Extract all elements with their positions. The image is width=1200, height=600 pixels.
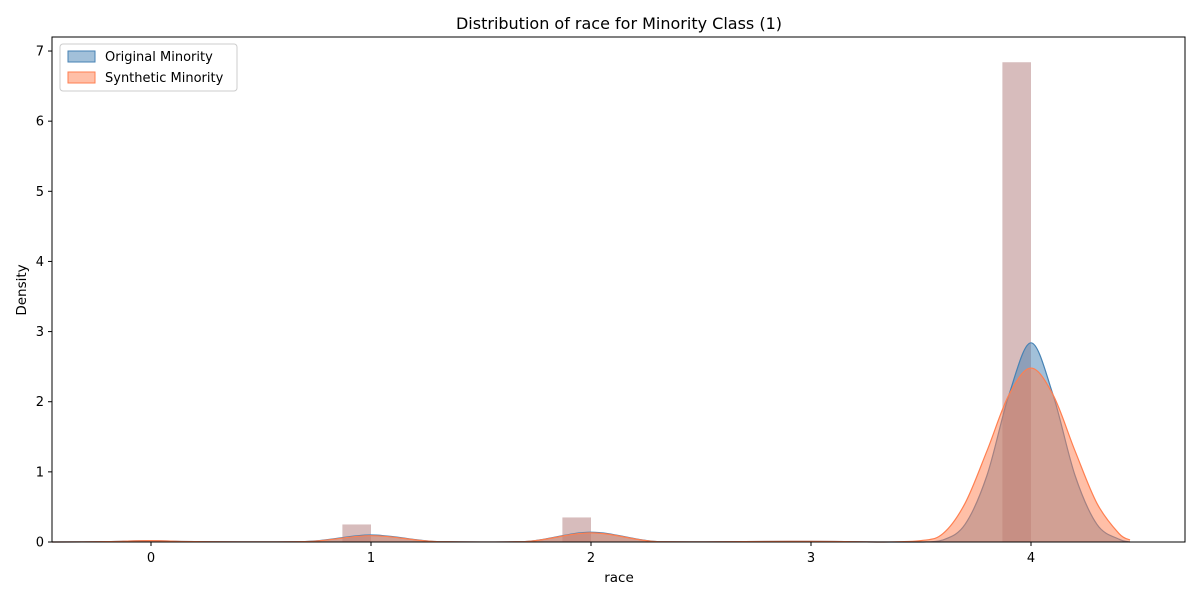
y-tick-label-2: 2 bbox=[36, 395, 44, 410]
y-tick-label-4: 4 bbox=[36, 255, 44, 270]
legend-label-1: Synthetic Minority bbox=[105, 71, 224, 86]
legend-swatch-0 bbox=[67, 50, 96, 63]
axes: 0 1 2 3 4 0 1 2 3 4 5 6 7 bbox=[36, 36, 1186, 566]
x-tick-label-3: 3 bbox=[807, 551, 815, 566]
y-tick-label-5: 5 bbox=[36, 185, 44, 200]
y-tick-label-0: 0 bbox=[36, 536, 44, 551]
y-tick-label-3: 3 bbox=[36, 325, 44, 340]
x-tick-label-4: 4 bbox=[1027, 551, 1035, 566]
legend-swatch-1 bbox=[67, 71, 96, 84]
x-tick-label-2: 2 bbox=[587, 551, 595, 566]
y-axis-title: Density bbox=[14, 264, 30, 315]
x-axis-title: race bbox=[604, 570, 634, 586]
y-tick-label-7: 7 bbox=[36, 45, 44, 60]
legend: Original Minority Synthetic Minority bbox=[59, 43, 238, 92]
y-tick-label-6: 6 bbox=[36, 115, 44, 130]
legend-box bbox=[59, 43, 238, 92]
chart-title: Distribution of race for Minority Class … bbox=[456, 14, 782, 33]
legend-label-0: Original Minority bbox=[105, 50, 213, 65]
series-area-1 bbox=[52, 368, 1130, 542]
x-tick-label-1: 1 bbox=[367, 551, 375, 566]
x-tick-label-0: 0 bbox=[147, 551, 155, 566]
plot-frame bbox=[51, 36, 1186, 543]
plot-area bbox=[51, 62, 1131, 543]
y-tick-label-1: 1 bbox=[36, 465, 44, 480]
